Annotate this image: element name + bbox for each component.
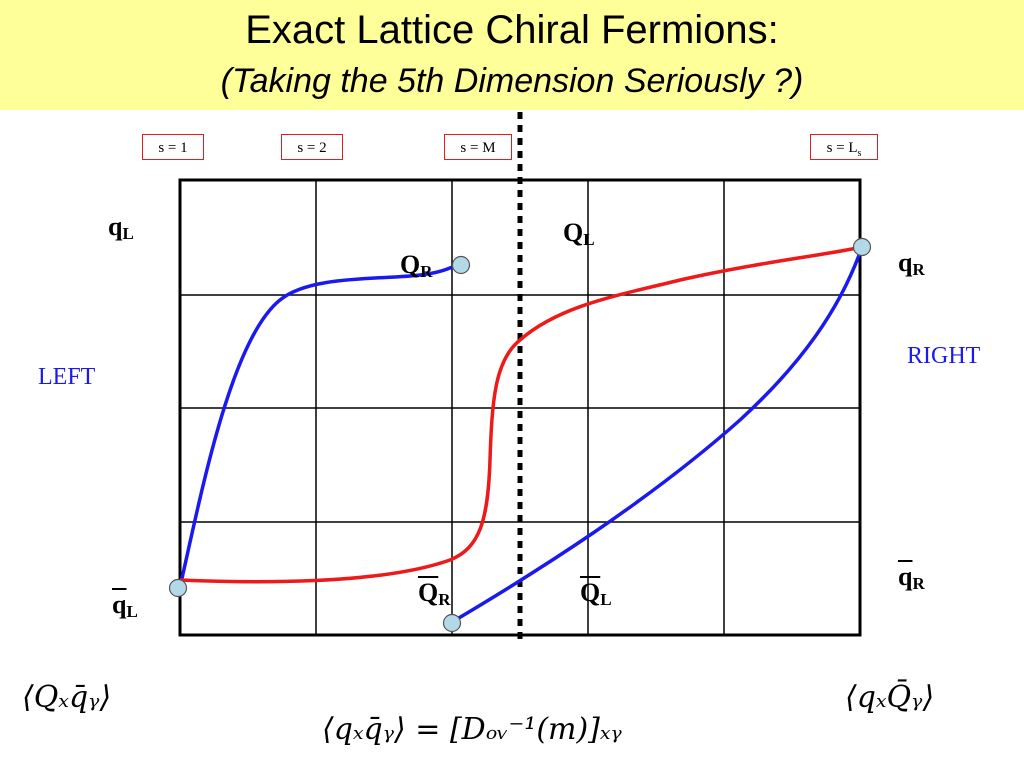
blue-curve-right bbox=[451, 246, 864, 624]
slice-label-sLs-sub: s bbox=[857, 148, 862, 159]
label-qL-sub: L bbox=[122, 224, 134, 243]
blue-curve-left bbox=[178, 262, 461, 588]
label-qR-sub: R bbox=[912, 260, 925, 279]
label-qbarR-sub: R bbox=[912, 574, 925, 593]
red-curve-left bbox=[179, 245, 863, 584]
label-QR-sub: R bbox=[420, 262, 433, 281]
label-QL-sub: L bbox=[583, 230, 595, 249]
side-label-left: LEFT bbox=[38, 364, 96, 390]
label-QbarL: QL bbox=[580, 578, 612, 610]
label-QL-base: Q bbox=[563, 218, 584, 247]
label-qbarR: qR bbox=[898, 562, 925, 594]
label-qL-base: q bbox=[108, 212, 123, 241]
label-qR: qR bbox=[898, 248, 925, 280]
side-label-right: RIGHT bbox=[907, 343, 981, 369]
label-qR-base: q bbox=[898, 248, 913, 277]
endpoint-qR bbox=[852, 237, 872, 257]
label-qL: qL bbox=[108, 212, 134, 244]
title-banner bbox=[0, 0, 1024, 110]
formula-left: ⟨Qₓq̄ᵧ⟩ bbox=[22, 680, 112, 715]
endpoint-qbarL bbox=[168, 578, 188, 598]
label-QbarL-sub: L bbox=[600, 590, 612, 609]
endpoint-QbarR bbox=[442, 613, 462, 633]
label-QbarR: QR bbox=[418, 578, 451, 610]
slice-label-s1: s = 1 bbox=[142, 134, 204, 160]
slide-subtitle: (Taking the 5th Dimension Seriously ?) bbox=[220, 62, 804, 100]
label-QbarL-base: Q bbox=[580, 578, 601, 607]
formula-right: ⟨qₓQ̄ᵧ⟩ bbox=[845, 680, 935, 715]
label-QbarR-sub: R bbox=[438, 590, 451, 609]
label-QbarR-base: Q bbox=[418, 578, 439, 607]
slice-label-s2: s = 2 bbox=[281, 134, 343, 160]
slide-title: Exact Lattice Chiral Fermions: bbox=[245, 8, 779, 52]
label-QR: QR bbox=[400, 250, 433, 282]
slice-label-sM: s = M bbox=[444, 134, 512, 160]
label-qbarL-sub: L bbox=[126, 602, 138, 621]
label-QR-base: Q bbox=[400, 250, 421, 279]
slice-label-sLs: s = Ls bbox=[810, 134, 878, 160]
label-qbarL-base: q bbox=[112, 590, 127, 619]
label-QL: QL bbox=[563, 218, 595, 250]
endpoint-QR bbox=[451, 255, 471, 275]
label-qbarL: qL bbox=[112, 590, 138, 622]
formula-bottom: ⟨qₓq̄ᵧ⟩ = [Dₒᵥ⁻¹(m)]ₓᵧ bbox=[322, 712, 622, 747]
slice-label-sLs-base: s = L bbox=[826, 140, 858, 156]
label-qbarR-base: q bbox=[898, 562, 913, 591]
